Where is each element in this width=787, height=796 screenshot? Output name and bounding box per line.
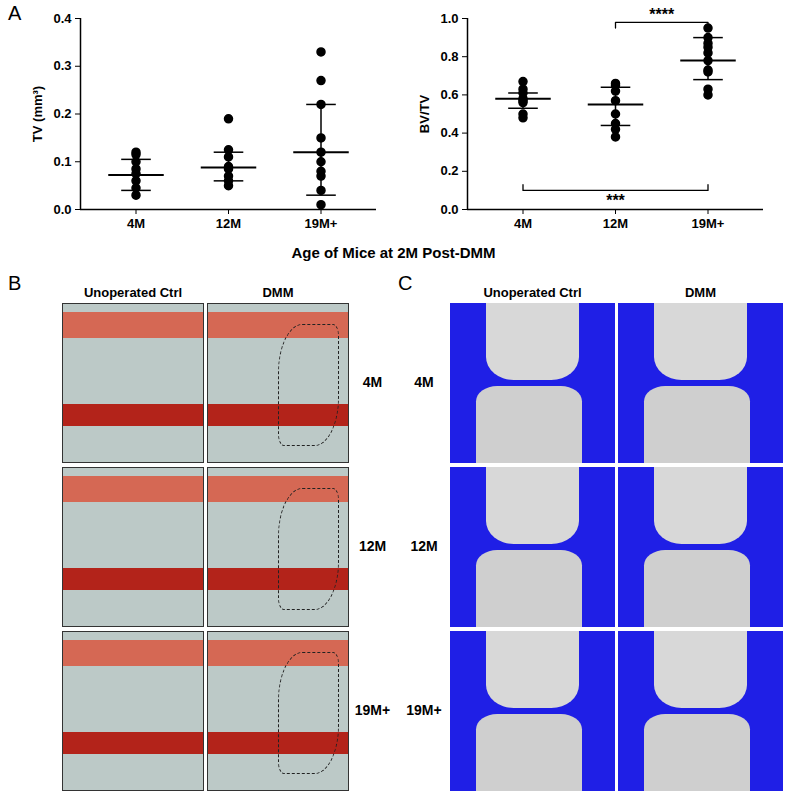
html-text:19M+: 19M+ — [406, 702, 442, 718]
html-text:4M: 4M — [414, 374, 434, 390]
svg-text:0.2: 0.2 — [53, 106, 71, 121]
svg-text:0.6: 0.6 — [440, 87, 458, 102]
svg-text:12M: 12M — [603, 216, 628, 231]
svg-text:0.3: 0.3 — [53, 58, 71, 73]
html-text:Unoperated Ctrl: Unoperated Ctrl — [83, 285, 183, 300]
svg-text:0.2: 0.2 — [440, 163, 458, 178]
svg-text:****: **** — [649, 6, 675, 23]
html-text:B: B — [8, 272, 22, 294]
html-text:C: C — [398, 272, 413, 294]
svg-text:0.4: 0.4 — [53, 11, 72, 26]
html-text:4M: 4M — [362, 374, 383, 390]
html-text:Unoperated Ctrl: Unoperated Ctrl — [483, 285, 582, 300]
svg-text:4M: 4M — [514, 216, 532, 231]
svg-text:0.4: 0.4 — [440, 125, 459, 140]
svg-text:0.0: 0.0 — [53, 202, 71, 217]
svg-text:0.8: 0.8 — [440, 49, 458, 64]
svg-text:19M+: 19M+ — [692, 216, 725, 231]
html-text:A: A — [8, 2, 22, 24]
svg-text:12M: 12M — [216, 216, 241, 231]
html-text:Age of Mice at 2M Post-DMM: Age of Mice at 2M Post-DMM — [291, 244, 496, 261]
html-text:19M+: 19M+ — [354, 702, 391, 718]
html-text:12M: 12M — [358, 538, 387, 554]
html-text:12M: 12M — [410, 538, 438, 554]
svg-text:4M: 4M — [127, 216, 145, 231]
svg-text:TV (mm³): TV (mm³) — [30, 86, 45, 142]
svg-text:***: *** — [606, 192, 625, 209]
html-text:DMM: DMM — [262, 285, 294, 300]
html-text:DMM: DMM — [685, 285, 716, 300]
svg-text:BV/TV: BV/TV — [417, 95, 432, 134]
svg-text:1.0: 1.0 — [440, 11, 458, 26]
svg-text:0.1: 0.1 — [53, 154, 71, 169]
svg-text:19M+: 19M+ — [305, 216, 338, 231]
svg-text:0.0: 0.0 — [440, 202, 458, 217]
